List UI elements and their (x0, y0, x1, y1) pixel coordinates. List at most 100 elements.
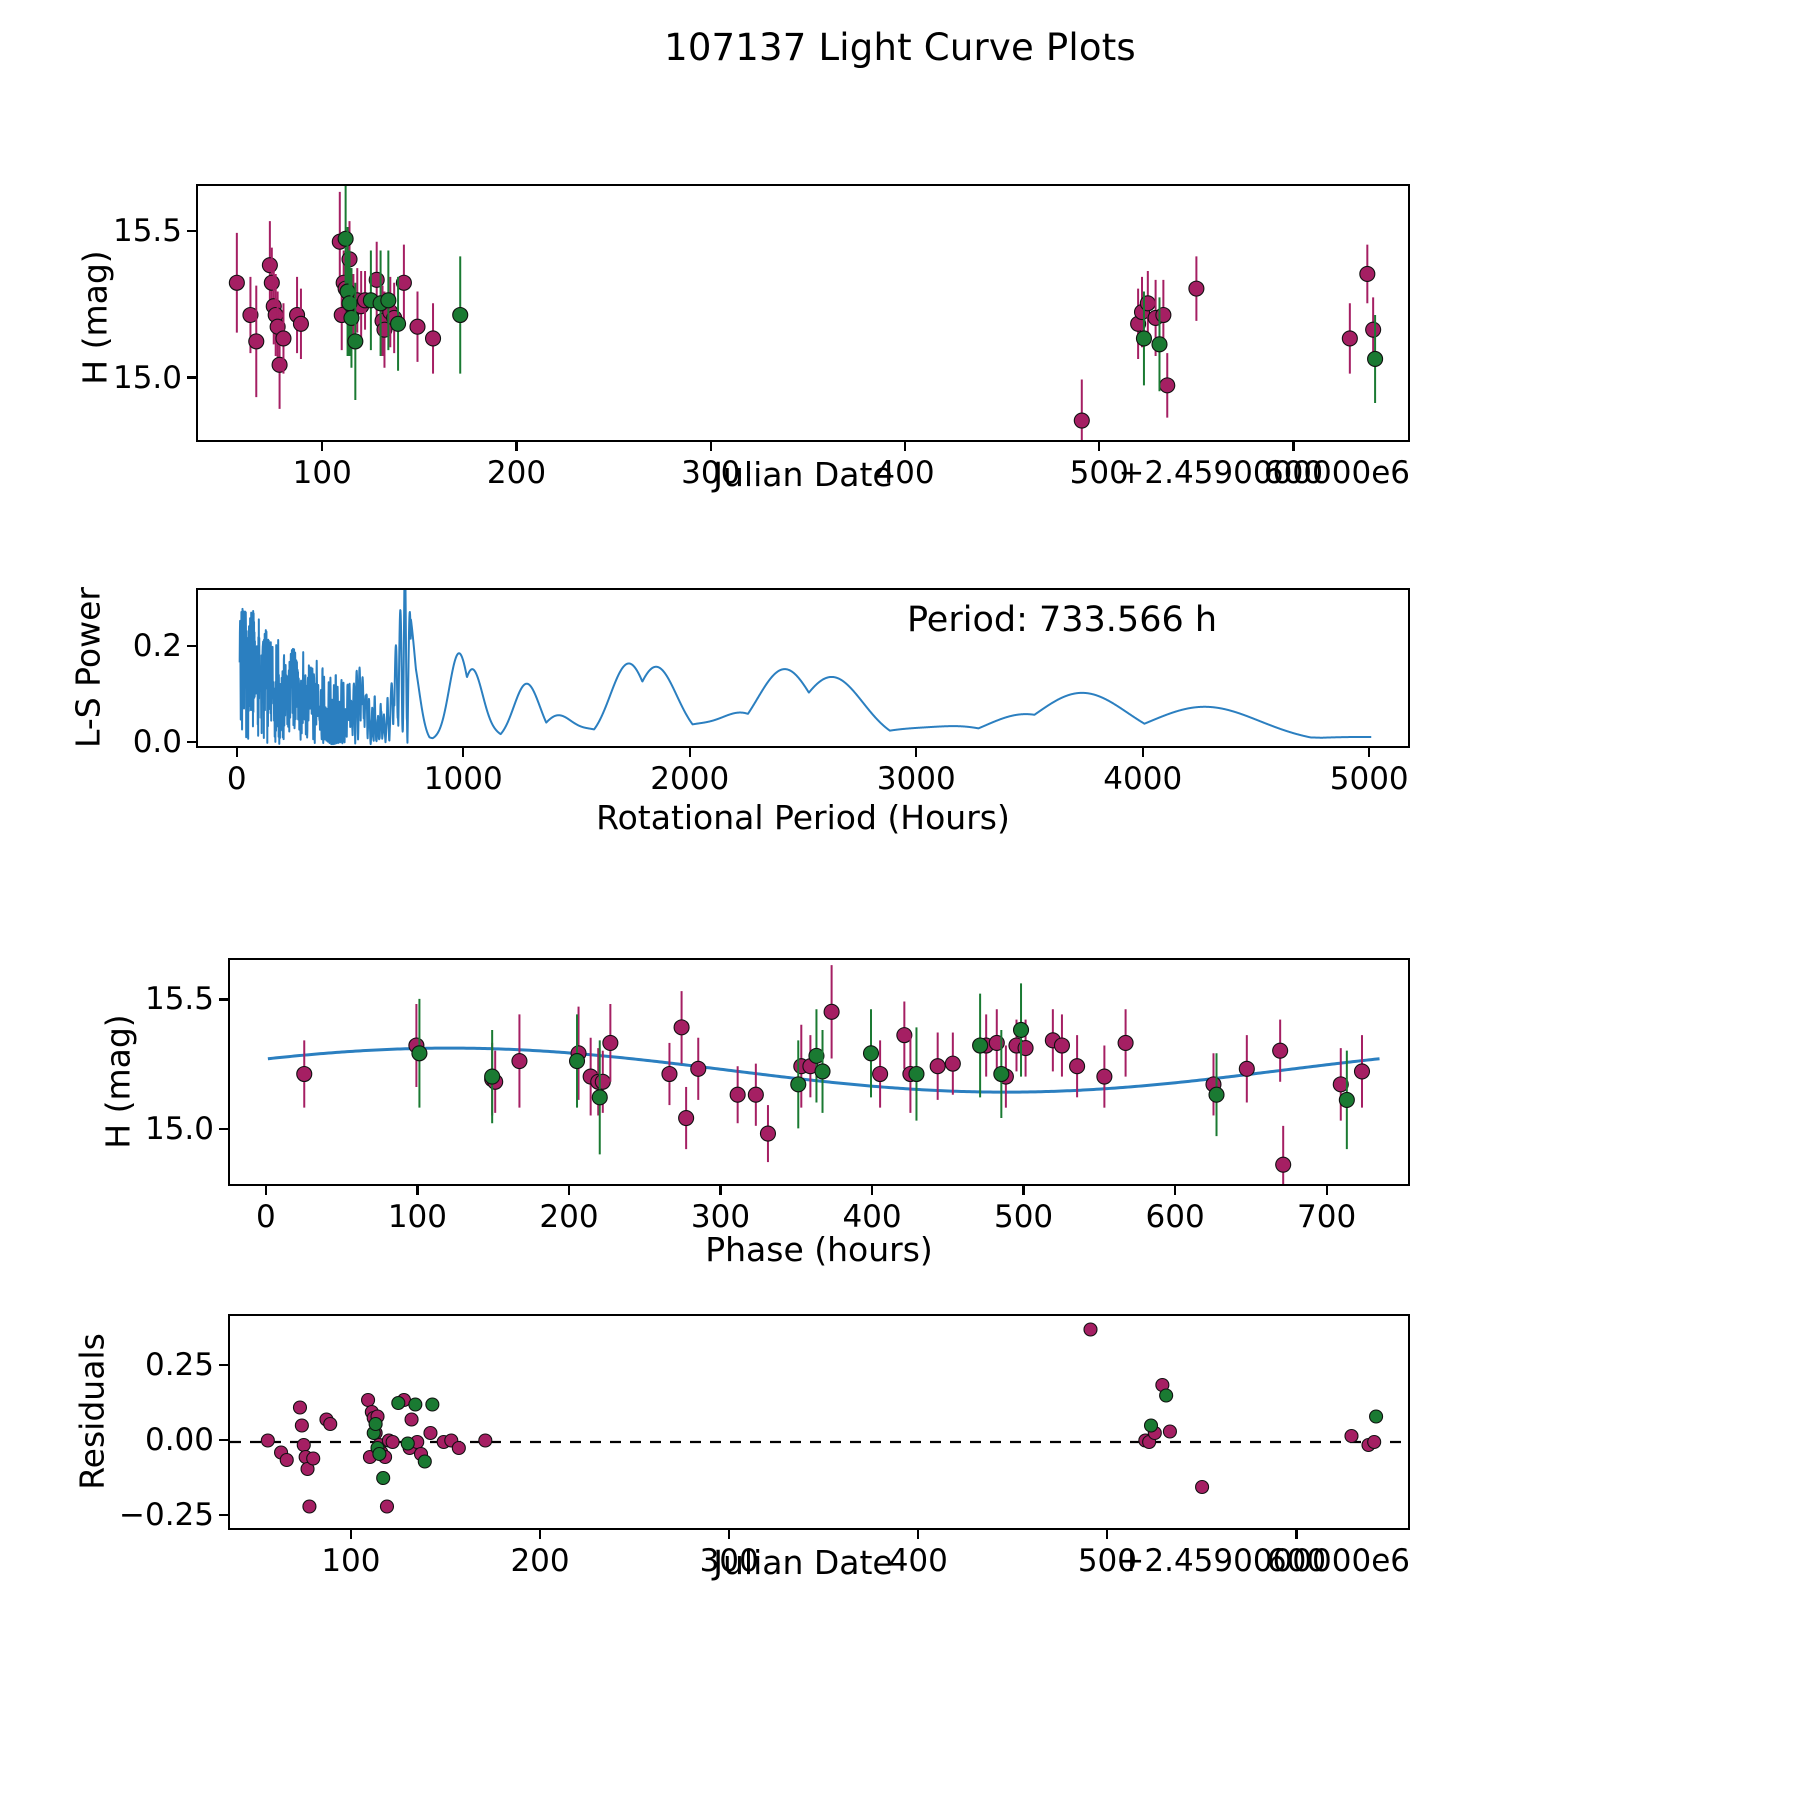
data-point (1069, 1058, 1086, 1075)
data-point (1162, 1424, 1177, 1439)
x-tick-label: 500 (1069, 455, 1129, 491)
data-point (1117, 1034, 1134, 1051)
x-tick-label: 5000 (1329, 761, 1409, 797)
data-point (376, 1470, 391, 1486)
data-point (1367, 350, 1384, 368)
data-point (242, 306, 259, 324)
data-point (248, 333, 265, 350)
x-tick-label: 200 (486, 455, 547, 491)
data-point (790, 1076, 807, 1093)
data-point (261, 257, 278, 274)
x-tick-label: 600 (1263, 455, 1324, 491)
data-point (425, 1397, 440, 1412)
data-point (1367, 1434, 1382, 1450)
data-point (275, 330, 292, 347)
y-tick-mark (219, 1127, 228, 1131)
residuals-x-offset-text: +2.4590000000e6 (1118, 1543, 1410, 1579)
data-point (1341, 330, 1358, 347)
data-point (417, 1454, 432, 1469)
residuals-ylabel: Residuals (72, 1333, 112, 1490)
x-tick-label: 100 (321, 1543, 381, 1579)
data-point (391, 1395, 406, 1411)
y-tick-label: 15.0 (112, 359, 182, 396)
x-tick-mark (709, 442, 712, 451)
data-point (380, 292, 397, 309)
data-point (1275, 1156, 1292, 1173)
y-tick-mark (219, 1513, 228, 1517)
data-point (451, 1440, 466, 1456)
x-tick-label: 500 (1077, 1543, 1137, 1579)
x-tick-label: 600 (1145, 1199, 1205, 1235)
data-point (1332, 1076, 1349, 1093)
data-point (808, 1047, 825, 1064)
x-tick-mark (1368, 748, 1371, 757)
residuals-xlabel: Julian Date (713, 1543, 893, 1582)
x-tick-mark (915, 748, 918, 757)
data-point (292, 1400, 308, 1415)
x-tick-mark (416, 1186, 419, 1195)
data-point (594, 1073, 611, 1090)
x-tick-mark (1106, 1530, 1109, 1539)
data-point (862, 1045, 880, 1062)
x-tick-mark (1022, 1186, 1025, 1195)
y-tick-label: 0.2 (132, 627, 182, 664)
phasefold-xlabel: Phase (hours) (705, 1230, 933, 1269)
y-tick-label: −0.25 (119, 1497, 214, 1533)
data-point (408, 1397, 423, 1412)
x-tick-label: 300 (699, 1543, 759, 1579)
x-tick-label: 200 (510, 1543, 570, 1579)
x-tick-mark (538, 1530, 542, 1539)
panel-periodogram (196, 588, 1410, 748)
periodogram-line (238, 590, 1373, 746)
residuals-plot-area (230, 1322, 1408, 1514)
x-tick-label: 2000 (650, 761, 730, 797)
data-point (411, 1045, 428, 1062)
x-tick-mark (1295, 1530, 1298, 1539)
data-point (337, 230, 354, 247)
data-point (823, 1003, 840, 1020)
y-tick-mark (219, 1438, 228, 1442)
data-point (872, 1065, 889, 1083)
x-tick-label: 100 (387, 1199, 448, 1235)
data-point (1208, 1086, 1225, 1103)
x-tick-mark (917, 1530, 920, 1539)
data-point (896, 1027, 913, 1044)
data-point (379, 1499, 395, 1514)
panel-phasefold (228, 958, 1410, 1186)
periodogram-plot-area (238, 590, 1373, 746)
y-tick-label: 0.00 (144, 1422, 214, 1458)
x-tick-label: 200 (539, 1199, 599, 1235)
data-point (993, 1065, 1010, 1083)
data-point (747, 1086, 764, 1103)
x-tick-label: 100 (292, 455, 352, 491)
data-point (673, 1019, 690, 1036)
y-tick-mark (187, 741, 196, 744)
x-tick-mark (870, 1186, 874, 1195)
data-point (690, 1060, 707, 1077)
lightcurve-plot-area (228, 186, 1384, 440)
y-tick-label: 0.0 (132, 724, 182, 761)
series-band-magenta (296, 965, 1371, 1184)
data-point (972, 1037, 989, 1054)
y-tick-mark (219, 1363, 228, 1367)
data-point (292, 315, 309, 332)
data-point (484, 1068, 501, 1085)
x-tick-mark (264, 1186, 267, 1195)
x-tick-mark (462, 748, 465, 757)
x-tick-label: 400 (875, 455, 935, 491)
x-tick-mark (1098, 442, 1101, 451)
data-point (602, 1034, 619, 1051)
x-tick-mark (903, 442, 907, 451)
data-point (343, 309, 360, 326)
y-tick-label: 15.5 (144, 981, 214, 1018)
data-point (568, 1052, 586, 1070)
series-band-green (366, 1388, 1384, 1486)
data-point (271, 356, 288, 373)
phasefold-plot-area (267, 965, 1380, 1184)
y-tick-mark (187, 376, 196, 379)
x-tick-label: 4000 (1103, 761, 1183, 797)
x-tick-mark (688, 748, 691, 757)
data-point (372, 1446, 387, 1462)
data-point (400, 1436, 415, 1451)
x-tick-mark (567, 1186, 571, 1195)
